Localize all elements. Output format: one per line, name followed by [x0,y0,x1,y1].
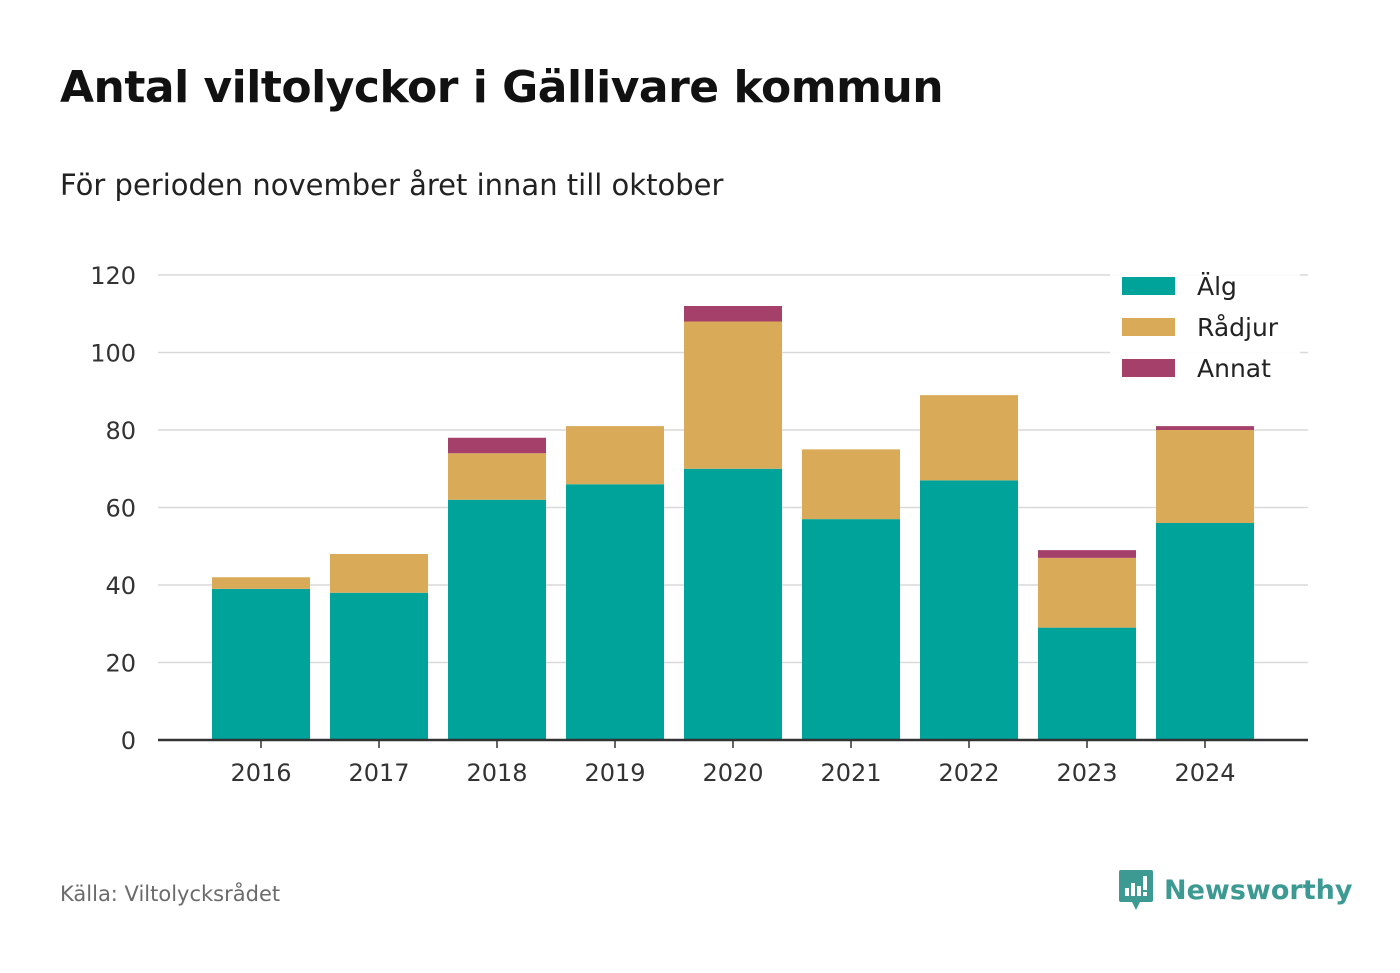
bar-segment-annat-2020 [684,306,782,322]
newsworthy-logo-icon [1119,870,1153,910]
bar-segment--lg-2021 [802,519,900,740]
y-tick-label: 80 [105,417,136,445]
bar-segment-r-djur-2022 [920,395,1018,481]
x-tick-label: 2024 [1174,759,1235,787]
bar-segment--lg-2024 [1156,523,1254,740]
bar-segment--lg-2017 [330,592,428,740]
y-tick-label: 0 [121,727,136,755]
legend-label: Rådjur [1197,313,1279,342]
bars [212,306,1254,740]
y-tick-label: 20 [105,650,136,678]
x-tick-label: 2021 [820,759,881,787]
x-tick-label: 2019 [584,759,645,787]
bar-segment-annat-2024 [1156,426,1254,430]
legend: Älg Rådjur Annat [1110,268,1300,386]
bar-segment-r-djur-2020 [684,321,782,469]
legend-label: Älg [1197,272,1237,301]
bar-segment--lg-2020 [684,468,782,740]
bar-segment--lg-2019 [566,484,664,740]
bar-segment-r-djur-2024 [1156,430,1254,523]
legend-label: Annat [1197,354,1271,383]
y-tick-label: 100 [90,340,136,368]
axes: 0 20 40 60 80 100 120 2016 2017 2018 2019 2020 2021 2… [90,262,1308,787]
bar-segment-r-djur-2019 [566,426,664,485]
brand-name: Newsworthy [1164,874,1353,906]
y-tick-label: 60 [105,495,136,523]
brand-logo: Newsworthy [1118,868,1352,912]
legend-swatch--lg [1122,277,1175,295]
chart-subtitle: För perioden november året innan till ok… [60,168,724,202]
bar-segment--lg-2018 [448,499,546,740]
y-tick-label: 120 [90,262,136,290]
bar-segment--lg-2023 [1038,627,1136,740]
x-tick-label: 2020 [702,759,763,787]
y-tick-label: 40 [105,572,136,600]
bar-segment-r-djur-2018 [448,453,546,500]
source-note: Källa: Viltolycksrådet [60,882,281,906]
x-tick-label: 2022 [938,759,999,787]
bar-segment--lg-2022 [920,480,1018,740]
bar-segment-r-djur-2016 [212,577,310,589]
bar-segment-annat-2023 [1038,550,1136,558]
x-tick-label: 2018 [466,759,527,787]
x-tick-label: 2016 [230,759,291,787]
legend-swatch-annat [1122,359,1175,377]
bar-segment-r-djur-2017 [330,554,428,593]
bar-segment-r-djur-2023 [1038,557,1136,628]
x-tick-label: 2017 [348,759,409,787]
bar-segment-r-djur-2021 [802,449,900,520]
bar-segment--lg-2016 [212,588,310,740]
chart-title: Antal viltolyckor i Gällivare kommun [60,62,944,113]
x-tick-label: 2023 [1056,759,1117,787]
bar-segment-annat-2018 [448,437,546,454]
legend-swatch-r-djur [1122,318,1175,336]
